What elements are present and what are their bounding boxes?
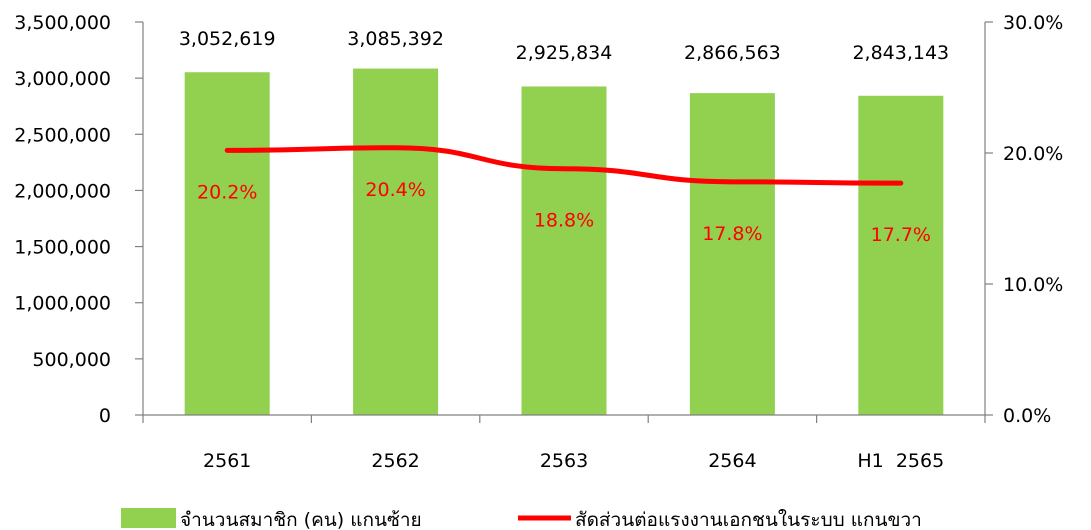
y-left-tick-label: 0 [99,405,111,427]
y-right-tick-label: 10.0% [1003,274,1063,296]
bar-value-label: 3,052,619 [179,28,276,50]
bar-value-label: 3,085,392 [347,28,444,50]
bar [689,93,775,416]
y-right-tick-label: 30.0% [1003,12,1063,34]
legend-bar-label: จำนวนสมาชิก (คน) แกนซ้าย [180,509,422,530]
line-value-label: 20.4% [365,179,425,201]
line-value-label: 17.8% [702,223,762,245]
x-tick-label: 2563 [540,450,588,472]
bar [521,86,607,415]
y-right-tick-label: 0.0% [1003,405,1051,427]
bar-value-label: 2,925,834 [516,42,613,64]
x-tick-label: H1 2565 [857,450,944,472]
y-left-tick-label: 2,000,000 [14,180,111,202]
x-tick-label: 2562 [371,450,419,472]
bar-value-label: 2,843,143 [852,42,949,64]
line-value-label: 18.8% [534,210,594,232]
y-left-tick-label: 3,500,000 [14,12,111,34]
bar [858,95,944,415]
legend: จำนวนสมาชิก (คน) แกนซ้าย สัดส่วนต่อแรงงา… [121,508,922,530]
x-tick-label: 2564 [708,450,756,472]
y-left-tick-label: 1,500,000 [14,237,111,259]
y-right-tick-label: 20.0% [1003,143,1063,165]
y-left-tick-label: 3,000,000 [14,68,111,90]
y-left-tick-label: 2,500,000 [14,124,111,146]
bar [184,72,270,415]
legend-line-label: สัดส่วนต่อแรงงานเอกชนในระบบ แกนขวา [575,509,922,530]
y-left-tick-label: 500,000 [32,349,111,371]
labels-layer: 3,052,619 3,085,392 2,925,834 2,866,563 2,84… [179,28,949,246]
y-left-tick-label: 1,000,000 [14,293,111,315]
legend-bar-swatch [121,508,176,528]
bar [353,68,439,415]
x-tick-label: 2561 [203,450,251,472]
bars-layer [184,68,944,416]
bar-value-label: 2,866,563 [684,42,781,64]
line-value-label: 20.2% [197,181,257,203]
line-value-label: 17.7% [871,224,931,246]
axes-layer: 0 500,000 1,000,000 1,500,000 2,000,000 2,500… [14,12,1063,472]
line-layer [224,145,904,186]
